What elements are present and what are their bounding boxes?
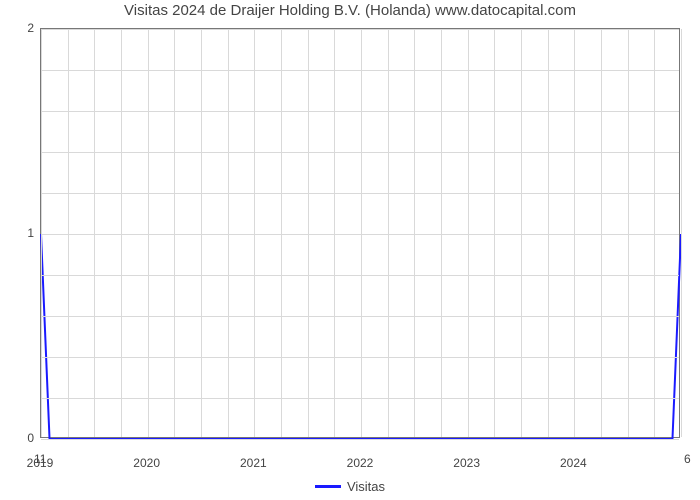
gridline-horizontal bbox=[41, 357, 679, 358]
gridline-vertical bbox=[254, 29, 255, 437]
x-tick-label: 2024 bbox=[560, 456, 587, 470]
point-annotation: 11 bbox=[34, 452, 46, 466]
gridline-vertical bbox=[574, 29, 575, 437]
gridline-vertical bbox=[654, 29, 655, 437]
gridline-horizontal bbox=[41, 152, 679, 153]
gridline-horizontal bbox=[41, 193, 679, 194]
gridline-vertical bbox=[174, 29, 175, 437]
legend-item: Visitas bbox=[315, 479, 385, 494]
gridline-vertical bbox=[388, 29, 389, 437]
gridline-vertical bbox=[41, 29, 42, 437]
gridline-vertical bbox=[94, 29, 95, 437]
gridline-vertical bbox=[548, 29, 549, 437]
chart-container: Visitas 2024 de Draijer Holding B.V. (Ho… bbox=[0, 0, 700, 500]
gridline-vertical bbox=[468, 29, 469, 437]
gridline-vertical bbox=[521, 29, 522, 437]
gridline-vertical bbox=[414, 29, 415, 437]
chart-title: Visitas 2024 de Draijer Holding B.V. (Ho… bbox=[0, 2, 700, 19]
gridline-vertical bbox=[628, 29, 629, 437]
gridline-horizontal bbox=[41, 29, 679, 30]
gridline-vertical bbox=[361, 29, 362, 437]
gridline-vertical bbox=[121, 29, 122, 437]
gridline-vertical bbox=[308, 29, 309, 437]
legend: Visitas bbox=[0, 475, 700, 494]
gridline-horizontal bbox=[41, 398, 679, 399]
gridline-vertical bbox=[148, 29, 149, 437]
point-annotation: 6 bbox=[684, 452, 691, 466]
gridline-vertical bbox=[68, 29, 69, 437]
gridline-horizontal bbox=[41, 275, 679, 276]
gridline-horizontal bbox=[41, 234, 679, 235]
gridline-horizontal bbox=[41, 111, 679, 112]
gridline-horizontal bbox=[41, 439, 679, 440]
gridline-vertical bbox=[334, 29, 335, 437]
plot-area bbox=[40, 28, 680, 438]
legend-label: Visitas bbox=[347, 479, 385, 494]
gridline-horizontal bbox=[41, 316, 679, 317]
legend-swatch bbox=[315, 485, 341, 488]
gridline-vertical bbox=[201, 29, 202, 437]
gridline-vertical bbox=[281, 29, 282, 437]
x-tick-label: 2022 bbox=[347, 456, 374, 470]
x-tick-label: 2023 bbox=[453, 456, 480, 470]
gridline-vertical bbox=[228, 29, 229, 437]
gridline-vertical bbox=[494, 29, 495, 437]
y-tick-label: 1 bbox=[12, 226, 34, 240]
x-tick-label: 2021 bbox=[240, 456, 267, 470]
gridline-vertical bbox=[441, 29, 442, 437]
y-tick-label: 2 bbox=[12, 21, 34, 35]
y-tick-label: 0 bbox=[12, 431, 34, 445]
x-tick-label: 2020 bbox=[133, 456, 160, 470]
gridline-horizontal bbox=[41, 70, 679, 71]
gridline-vertical bbox=[601, 29, 602, 437]
gridline-vertical bbox=[681, 29, 682, 437]
